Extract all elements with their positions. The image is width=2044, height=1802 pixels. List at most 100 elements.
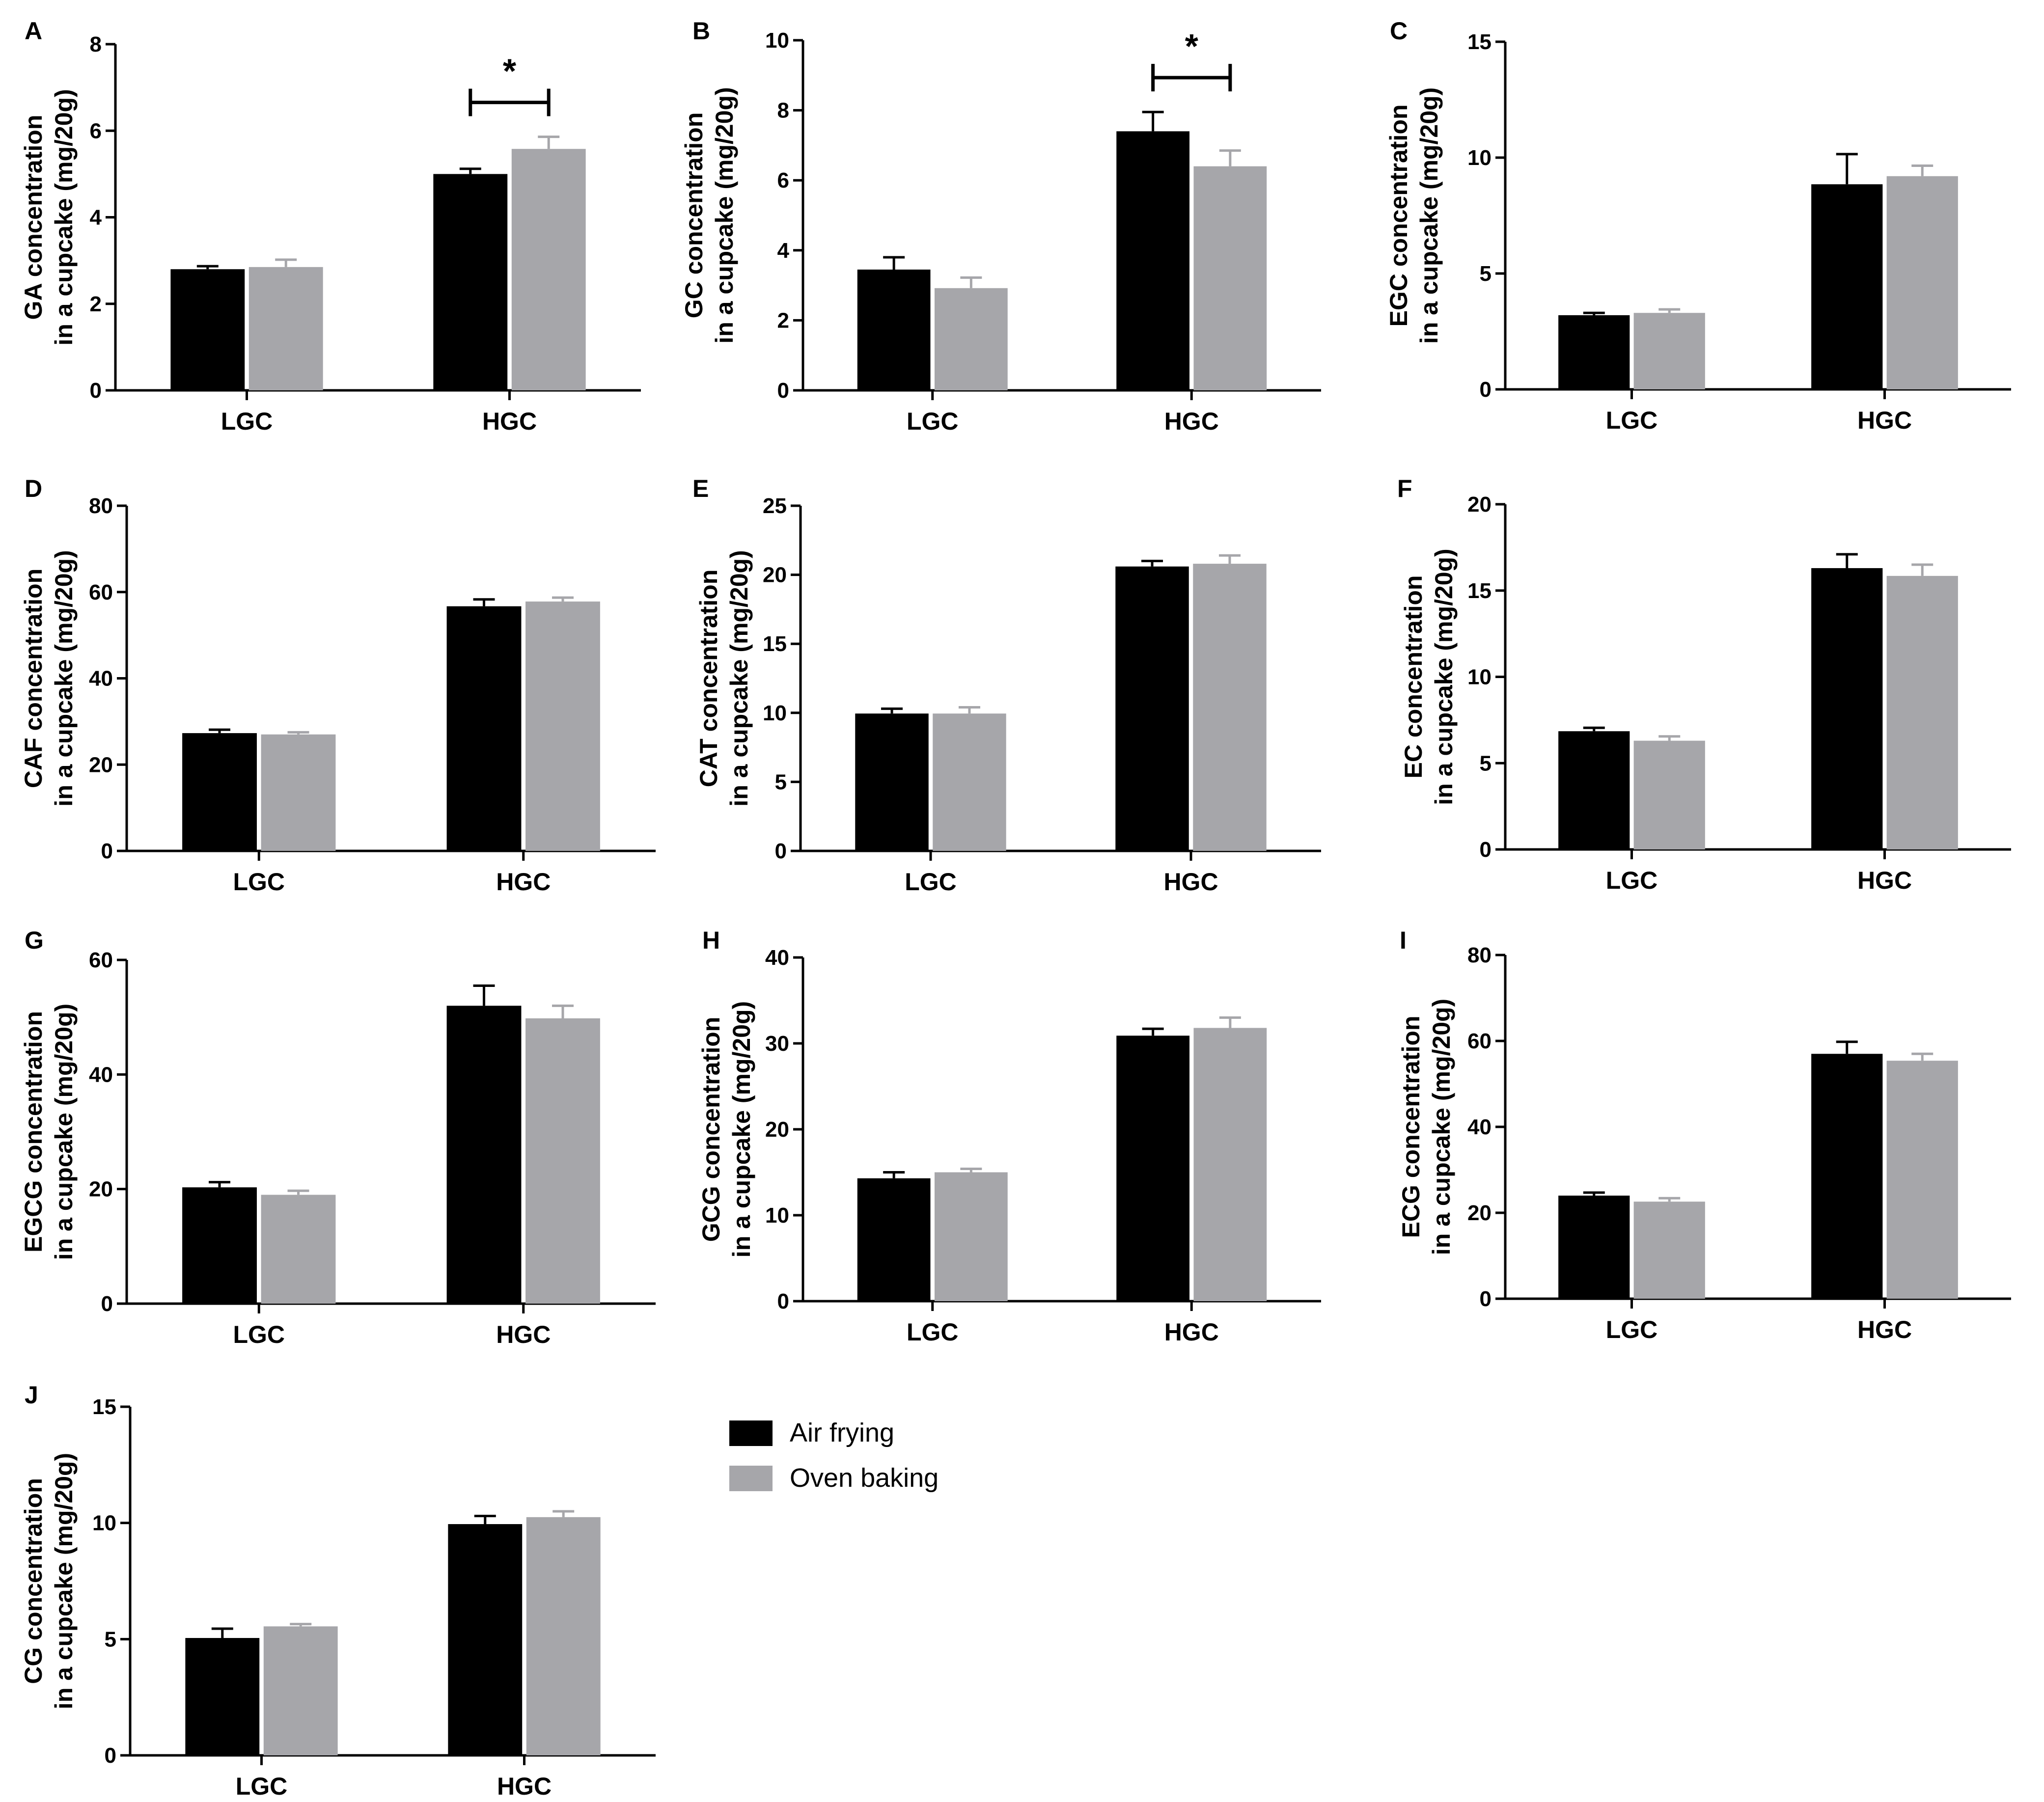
y-axis-label-i: ECG concentration in a cupcake (mg/20g) [1397, 999, 1455, 1255]
x-tick-label-f: LGC [1606, 867, 1658, 894]
panel-letter-h: H [702, 927, 720, 954]
y-axis-label-a: GA concentration in a cupcake (mg/20g) [20, 89, 78, 345]
chart-panel-h: H GCG concentration in a cupcake (mg/20g) 0… [697, 927, 1321, 1346]
bar-b-hgc-s2 [1193, 166, 1267, 390]
panel-letter-g: G [25, 927, 44, 954]
bar-c-hgc-s2 [1886, 176, 1958, 389]
x-tick-label-h: LGC [907, 1318, 959, 1346]
y-tick-label-e: 10 [763, 701, 787, 725]
y-tick-label-h: 30 [765, 1032, 789, 1056]
y-tick-label-e: 20 [763, 563, 787, 587]
y-tick-label-f: 0 [1480, 838, 1492, 862]
panel-letter-a: A [25, 17, 42, 45]
x-tick-label-a: LGC [221, 408, 273, 435]
bar-i-lgc-s2 [1633, 1201, 1705, 1299]
y-tick-label-c: 0 [1480, 378, 1492, 402]
x-tick-label-j: HGC [497, 1773, 552, 1800]
legend-label-oven-baking: Oven baking [790, 1463, 939, 1493]
y-tick-label-d: 0 [101, 839, 113, 863]
x-tick-label-g: HGC [496, 1321, 551, 1348]
bar-a-hgc-s1 [433, 174, 508, 390]
y-axis-label-f: EC concentration in a cupcake (mg/20g) [1400, 548, 1458, 805]
x-tick-label-e: LGC [905, 868, 957, 896]
y-tick-label-g: 40 [89, 1063, 113, 1087]
y-tick-label-c: 5 [1480, 262, 1492, 286]
y-axis-label-h: GCG concentration in a cupcake (mg/20g) [697, 1001, 755, 1257]
y-tick-label-i: 60 [1467, 1029, 1492, 1053]
y-tick-label-f: 5 [1480, 751, 1492, 775]
y-tick-label-a: 4 [90, 206, 102, 230]
bar-i-hgc-s2 [1886, 1061, 1958, 1299]
y-tick-label-c: 15 [1467, 30, 1492, 54]
legend: Air frying Oven baking [729, 1418, 939, 1493]
y-tick-label-b: 6 [777, 168, 789, 192]
bar-h-hgc-s2 [1193, 1028, 1267, 1301]
bar-h-lgc-s2 [934, 1172, 1008, 1301]
x-tick-label-f: HGC [1857, 867, 1912, 894]
y-tick-label-g: 60 [89, 948, 113, 972]
bar-a-lgc-s2 [249, 267, 323, 390]
y-tick-label-a: 0 [90, 379, 102, 403]
legend-swatch-air-frying [729, 1420, 773, 1446]
bar-j-lgc-s2 [263, 1626, 338, 1755]
y-tick-label-j: 10 [92, 1511, 116, 1535]
y-tick-label-a: 8 [90, 32, 102, 56]
x-tick-label-g: LGC [233, 1321, 285, 1348]
y-tick-label-b: 4 [777, 239, 790, 263]
bar-a-lgc-s1 [170, 269, 245, 390]
bar-d-hgc-s1 [446, 606, 522, 851]
y-tick-label-j: 15 [92, 1395, 116, 1419]
x-tick-label-c: HGC [1857, 407, 1912, 434]
x-tick-label-h: HGC [1164, 1318, 1219, 1346]
bar-f-lgc-s2 [1633, 740, 1705, 849]
chart-panel-a: A GA concentration in a cupcake (mg/20g) 0 2… [20, 17, 641, 435]
bar-g-hgc-s2 [525, 1018, 600, 1304]
y-tick-label-h: 40 [765, 946, 789, 970]
x-tick-label-e: HGC [1163, 868, 1218, 896]
x-tick-label-i: HGC [1857, 1316, 1912, 1343]
bar-i-hgc-s1 [1811, 1054, 1883, 1299]
bar-d-lgc-s2 [261, 734, 336, 851]
x-tick-label-i: LGC [1606, 1316, 1658, 1343]
y-axis-label-d: CAF concentration in a cupcake (mg/20g) [20, 550, 78, 806]
y-tick-label-d: 60 [89, 580, 113, 604]
y-tick-label-i: 40 [1467, 1115, 1492, 1139]
y-tick-label-e: 5 [775, 770, 787, 794]
y-axis-label-e: CAT concentration in a cupcake (mg/20g) [695, 550, 753, 806]
bar-f-hgc-s2 [1886, 575, 1958, 849]
x-tick-label-a: HGC [482, 408, 537, 435]
y-tick-label-d: 20 [89, 753, 113, 777]
chart-panel-i: I ECG concentration in a cupcake (mg/20g) 0… [1397, 927, 2011, 1343]
y-axis-label-c: EGC concentration in a cupcake (mg/20g) [1385, 87, 1443, 344]
bar-b-lgc-s2 [934, 288, 1008, 390]
bar-f-hgc-s1 [1811, 568, 1883, 849]
y-tick-label-d: 80 [89, 494, 113, 518]
bar-i-lgc-s1 [1558, 1196, 1630, 1299]
y-tick-label-g: 0 [101, 1292, 113, 1316]
y-tick-label-b: 8 [777, 99, 789, 123]
bar-g-lgc-s1 [182, 1187, 257, 1304]
panel-letter-b: B [692, 17, 710, 45]
bar-b-hgc-s1 [1116, 131, 1190, 390]
chart-panel-g: G EGCG concentration in a cupcake (mg/20g)… [20, 927, 656, 1348]
panel-letter-c: C [1390, 17, 1408, 45]
panel-letter-f: F [1397, 475, 1412, 502]
bar-h-lgc-s1 [857, 1178, 931, 1301]
significance-star-b: * [1185, 27, 1199, 65]
panel-letter-j: J [25, 1381, 38, 1409]
bar-c-lgc-s2 [1633, 313, 1705, 389]
y-axis-label-g: EGCG concentration in a cupcake (mg/20g) [20, 1004, 78, 1260]
bar-g-hgc-s1 [446, 1006, 522, 1304]
y-tick-label-f: 15 [1467, 579, 1492, 603]
bar-a-hgc-s2 [511, 149, 586, 390]
bar-d-hgc-s2 [525, 601, 600, 851]
y-tick-label-i: 80 [1467, 943, 1492, 967]
y-tick-label-f: 10 [1467, 665, 1492, 689]
bar-e-hgc-s1 [1115, 566, 1189, 851]
y-tick-label-e: 15 [763, 632, 787, 656]
y-tick-label-i: 20 [1467, 1201, 1492, 1225]
y-axis-label-b: GC concentration in a cupcake (mg/20g) [680, 87, 738, 343]
x-tick-label-j: LGC [236, 1773, 288, 1800]
bar-g-lgc-s2 [261, 1195, 336, 1304]
bar-c-hgc-s1 [1811, 184, 1883, 389]
